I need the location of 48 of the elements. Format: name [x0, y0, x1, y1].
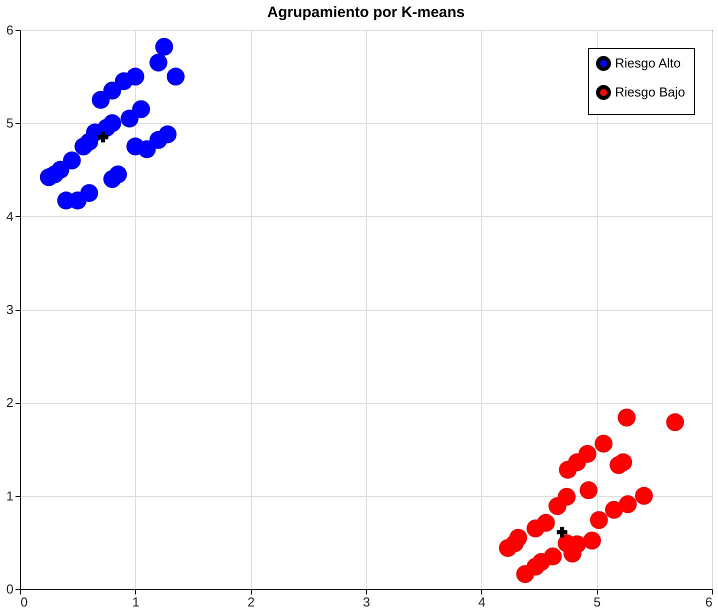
point [132, 100, 150, 118]
point [103, 114, 122, 132]
point [618, 408, 636, 426]
x-tick-label: 6 [705, 594, 712, 610]
y-tick-label: 4 [6, 208, 14, 224]
point [62, 152, 81, 170]
x-tick-label: 4 [478, 594, 486, 610]
point [548, 497, 566, 516]
x-tick-label: 1 [132, 594, 140, 610]
point [594, 434, 613, 453]
legend-label: Riesgo Bajo [615, 84, 686, 100]
y-tick-label: 2 [6, 395, 14, 410]
y-tick-label: 5 [6, 116, 14, 131]
point [109, 165, 127, 184]
point [149, 54, 168, 72]
y-tick-label: 6 [6, 22, 14, 38]
point [138, 140, 156, 158]
point [605, 500, 623, 519]
point [526, 520, 544, 538]
point [98, 132, 108, 142]
point [635, 486, 653, 505]
point [92, 90, 110, 109]
point [80, 184, 98, 202]
x-tick-label: 3 [362, 594, 370, 610]
x-tick-label: 2 [248, 594, 255, 610]
point [666, 413, 684, 432]
y-tick-label: 3 [6, 302, 14, 317]
point [155, 38, 174, 56]
point [590, 511, 608, 529]
point [158, 125, 177, 144]
chart-title: Agrupamiento por K-means [267, 4, 465, 21]
point [126, 68, 144, 86]
x-tick-label: 5 [594, 594, 601, 610]
y-tick-label: 1 [6, 488, 14, 504]
point [580, 481, 598, 500]
point [558, 460, 577, 479]
point [506, 534, 524, 552]
point [120, 110, 139, 128]
y-tick-label: 0 [6, 582, 14, 596]
point [556, 526, 568, 538]
legend-label: Riesgo Alto [615, 56, 681, 70]
point [516, 565, 534, 584]
point [51, 160, 70, 179]
x-tick-label: 0 [20, 594, 28, 610]
point [618, 495, 637, 514]
point [583, 532, 601, 550]
point [166, 68, 185, 86]
point [103, 82, 122, 100]
